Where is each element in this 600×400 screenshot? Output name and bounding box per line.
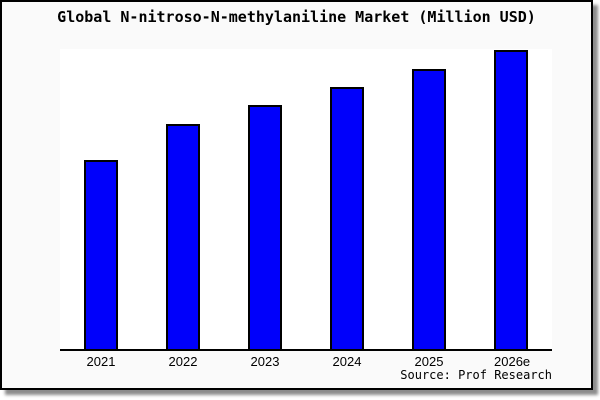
x-axis-label-2022: 2022 (168, 354, 198, 369)
plot-area (60, 49, 552, 351)
bar-2023 (248, 104, 282, 349)
bar-2026e (494, 49, 528, 349)
x-axis-label-2021: 2021 (86, 354, 116, 369)
x-axis-label-2023: 2023 (250, 354, 280, 369)
x-axis-label-2025: 2025 (414, 354, 444, 369)
x-axis-label-2024: 2024 (332, 354, 362, 369)
source-credit: Source: Prof Research (400, 368, 552, 382)
bar-2024 (330, 86, 364, 349)
bar-2021 (84, 160, 118, 349)
chart-panel: Global N-nitroso-N-methylaniline Market … (0, 0, 593, 390)
x-axis-labels: 2021 2022 2023 2024 2025 2026e (60, 354, 552, 369)
bar-2025 (412, 68, 446, 349)
bars (60, 49, 552, 349)
bar-2022 (166, 124, 200, 349)
chart-title: Global N-nitroso-N-methylaniline Market … (57, 8, 536, 26)
x-axis-label-2026e: 2026e (494, 354, 531, 369)
